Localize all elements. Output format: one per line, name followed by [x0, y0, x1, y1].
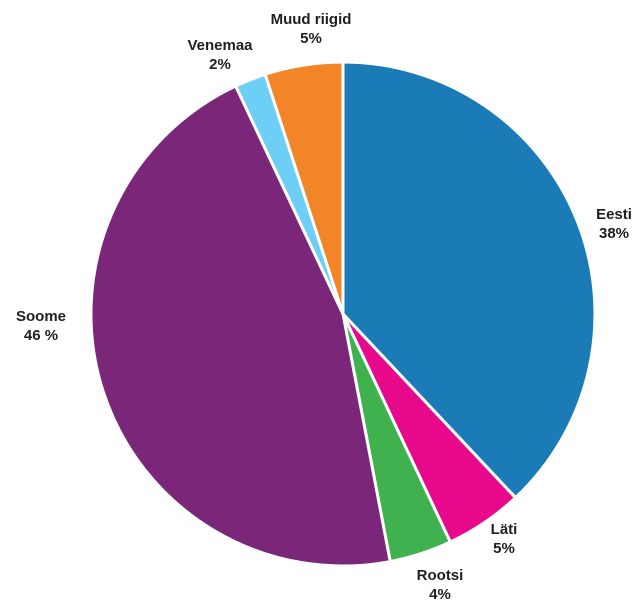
pie-labels: Eesti 38% Läti 5% Rootsi 4% Soome 46 % Venemaa 2%…: [16, 11, 632, 603]
slice-label-value: 38%: [599, 225, 629, 242]
slice-label-name: Läti: [491, 521, 518, 538]
slice-label-name: Eesti: [596, 206, 632, 223]
slice-label-eesti: Eesti 38%: [596, 206, 632, 242]
pie-slice-muud-riigid: [263, 60, 345, 316]
slice-label-name: Rootsi: [417, 567, 464, 584]
slice-label-name: Venemaa: [187, 37, 253, 54]
slice-label-soome: Soome 46 %: [16, 308, 66, 344]
slice-label-rootsi: Rootsi 4%: [417, 567, 464, 603]
pie-slices: [89, 60, 597, 568]
slice-label-name: Soome: [16, 308, 66, 325]
slice-label-value: 5%: [493, 540, 515, 557]
slice-label-value: 4%: [429, 586, 451, 603]
slice-label-venemaa: Venemaa 2%: [187, 37, 253, 73]
slice-label-name: Muud riigid: [271, 11, 352, 28]
slice-label-lati: Läti 5%: [491, 521, 518, 557]
slice-label-muud-riigid: Muud riigid 5%: [271, 11, 352, 47]
pie-slice-soome: [89, 84, 392, 568]
slice-label-value: 5%: [300, 30, 322, 47]
slice-label-value: 46 %: [24, 327, 58, 344]
slice-label-value: 2%: [209, 56, 231, 73]
pie-slice-eesti: [341, 60, 597, 500]
